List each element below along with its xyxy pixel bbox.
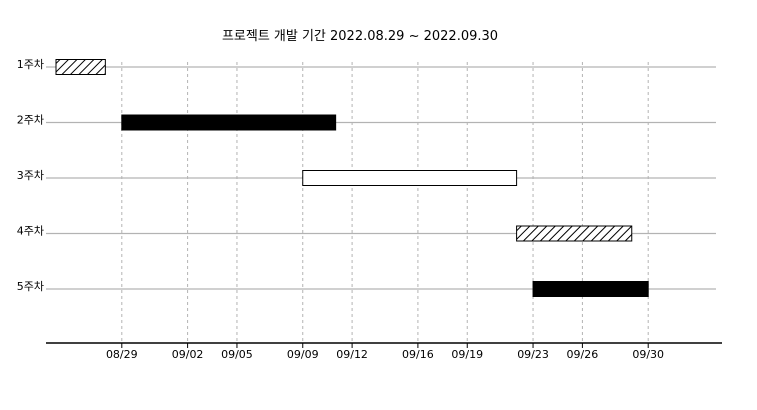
x-tick-label: 09/23 xyxy=(517,348,549,361)
y-category-label: 2주차 xyxy=(17,114,44,127)
x-tick-label: 09/09 xyxy=(287,348,319,361)
chart-title: 프로젝트 개발 기간 2022.08.29 ~ 2022.09.30 xyxy=(222,29,498,44)
grid-layer xyxy=(121,62,649,343)
y-category-label: 3주차 xyxy=(17,169,44,182)
gantt-bar xyxy=(302,170,518,186)
x-tick-label: 09/12 xyxy=(336,348,368,361)
y-label-layer: 1주차 2주차 3주차 4주차 5주차 xyxy=(17,58,44,293)
x-tick-label: 09/16 xyxy=(402,348,434,361)
gantt-bar xyxy=(121,114,337,131)
y-category-label: 5주차 xyxy=(17,280,44,293)
gantt-bar xyxy=(532,281,649,297)
y-category-label: 4주차 xyxy=(17,225,44,238)
gantt-bar xyxy=(55,59,106,75)
x-tick-label: 09/02 xyxy=(172,348,204,361)
x-tick-label: 08/29 xyxy=(106,348,138,361)
y-category-label: 1주차 xyxy=(17,58,44,71)
axis-layer xyxy=(46,342,722,348)
bar-layer xyxy=(55,59,649,297)
x-tick-label: 09/30 xyxy=(632,348,664,361)
x-tick-label: 09/05 xyxy=(221,348,253,361)
x-tick-label: 09/19 xyxy=(451,348,483,361)
x-tick-label: 09/26 xyxy=(567,348,599,361)
gantt-bar xyxy=(516,225,633,242)
x-label-layer: 08/29 09/02 09/05 09/09 09/12 09/16 09/19 09/23… xyxy=(106,348,664,361)
